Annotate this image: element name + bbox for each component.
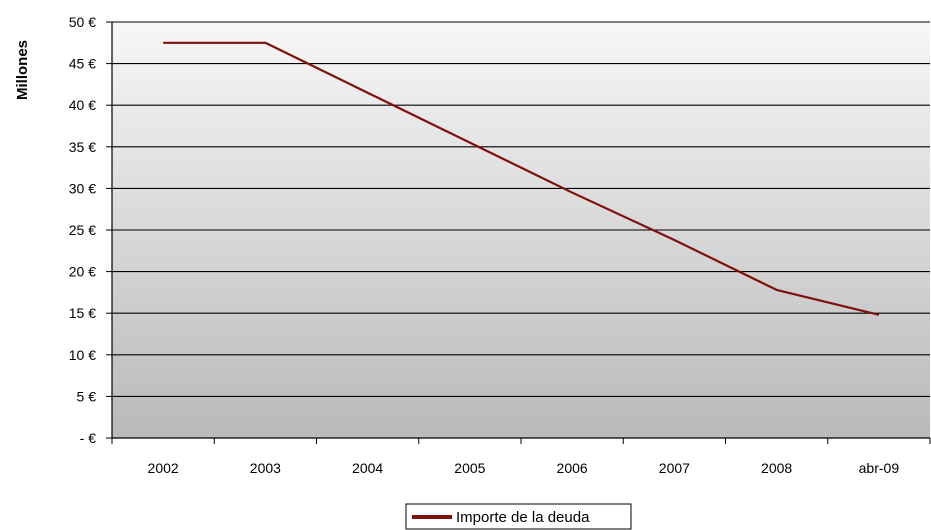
y-tick-label: 25 €	[69, 222, 96, 238]
x-tick-label: abr-09	[859, 460, 900, 476]
y-tick-label: 40 €	[69, 97, 96, 113]
y-tick-label: - €	[80, 430, 97, 446]
y-tick-label: 45 €	[69, 56, 96, 72]
legend-label: Importe de la deuda	[456, 509, 590, 526]
x-tick-label: 2002	[148, 460, 179, 476]
x-tick-label: 2007	[659, 460, 690, 476]
x-tick-label: 2008	[761, 460, 792, 476]
y-axis-ticks: - € 5 € 10 € 15 € 20 € 25 € 30 € 35 € 40 € 45 € 50…	[69, 14, 112, 446]
legend: Importe de la deuda	[405, 503, 632, 530]
y-axis-label: Millones	[14, 40, 31, 100]
series-line	[163, 41, 880, 316]
x-tick-label: 2005	[454, 460, 485, 476]
y-tick-label: 35 €	[69, 139, 96, 155]
axes	[111, 22, 930, 439]
y-tick-label: 5 €	[77, 388, 97, 404]
y-tick-label: 30 €	[69, 180, 96, 196]
x-tick-label: 2003	[250, 460, 281, 476]
y-tick-label: 15 €	[69, 305, 96, 321]
y-tick-label: 10 €	[69, 347, 96, 363]
series-group	[163, 41, 880, 316]
gridlines	[112, 21, 930, 397]
x-tick-label: 2004	[352, 460, 383, 476]
y-tick-label: 50 €	[69, 14, 96, 30]
x-axis-ticks: 2002 2003 2004 2005 2006 2007 2008 abr-09	[111, 438, 931, 476]
y-tick-label: 20 €	[69, 264, 96, 280]
x-tick-label: 2006	[557, 460, 588, 476]
